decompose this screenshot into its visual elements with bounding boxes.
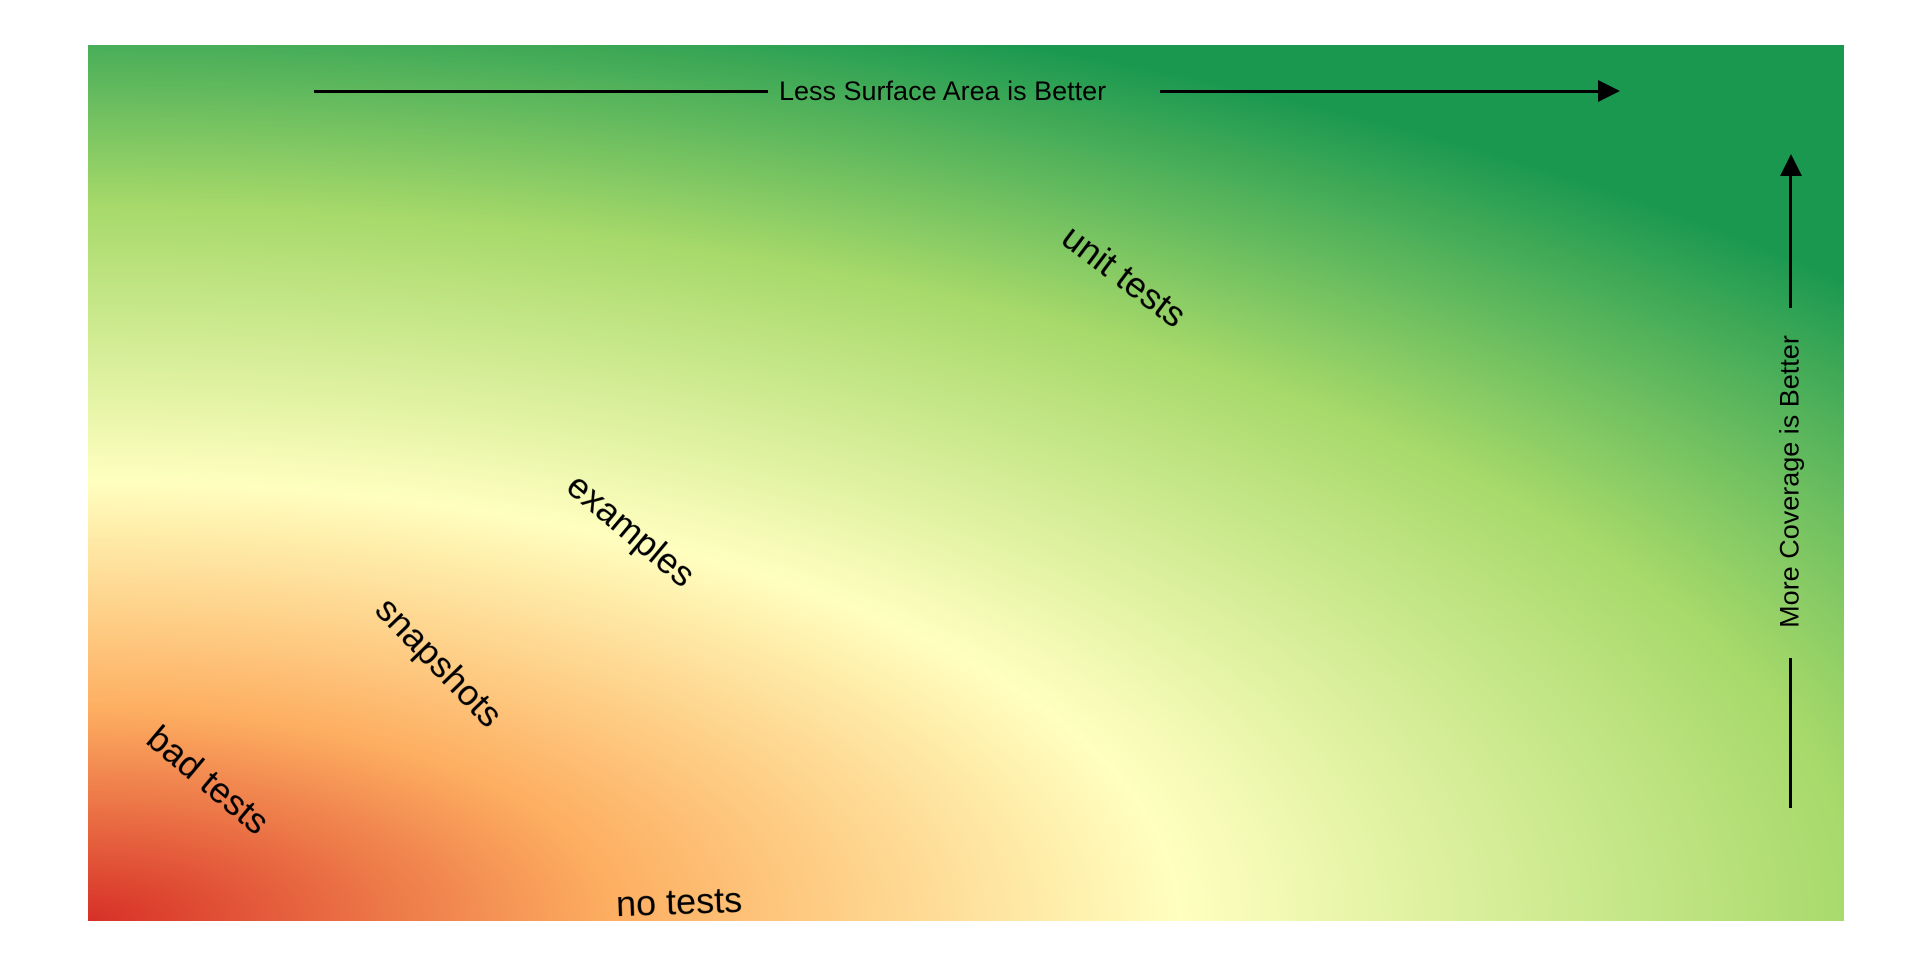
y-axis-label: More Coverage is Better [1774, 335, 1805, 628]
gradient-canvas [88, 45, 1844, 921]
y-axis-arrowhead [1780, 154, 1802, 176]
label-no-tests: no tests [615, 878, 743, 925]
x-axis-arrowhead [1598, 80, 1620, 102]
x-axis-arrow-line-left [314, 90, 768, 93]
y-axis-arrow-line-bottom [1789, 658, 1792, 808]
x-axis-arrow-line-right [1160, 90, 1600, 93]
y-axis-arrow-line-top [1789, 174, 1792, 308]
gradient-quadrant [88, 45, 1844, 921]
x-axis-label: Less Surface Area is Better [779, 76, 1107, 106]
